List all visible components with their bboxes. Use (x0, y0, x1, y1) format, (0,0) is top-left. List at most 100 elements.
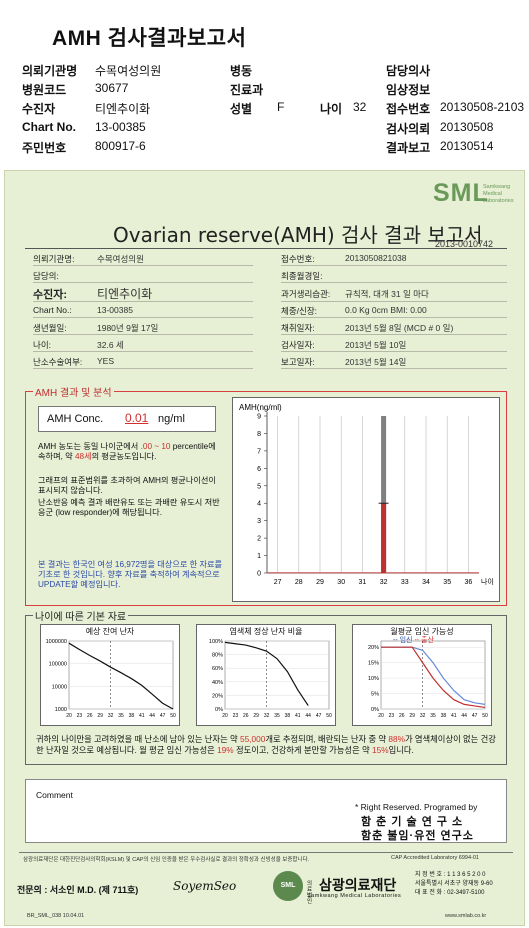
institution-value: 수목여성의원 (95, 64, 162, 78)
amh-x-tick: 30 (337, 579, 345, 586)
report-number: 2013-0010742 (435, 239, 494, 249)
institute-name-1: 함 춘 기 술 연 구 소 (361, 816, 464, 828)
age-label: 나이 (320, 102, 343, 116)
patient-label: 수진자 (22, 102, 56, 116)
r-report-label: 보고일자: (281, 357, 315, 367)
age-value: 32 (353, 100, 367, 114)
amh-y-tick: 2 (257, 536, 261, 543)
request-date-value: 20130508 (440, 120, 494, 134)
mini-x-tick: 38 (441, 713, 447, 719)
r-birth-label: 생년월일: (33, 323, 67, 333)
amh-y-tick: 6 (257, 466, 261, 473)
mini-plot-frame (380, 640, 486, 710)
amh-x-tick: 31 (359, 579, 367, 586)
chart-no-label: Chart No. (22, 120, 76, 134)
mini-x-tick: 26 (243, 713, 249, 719)
mini-x-tick: 47 (160, 713, 166, 719)
request-date-label: 검사의뢰 (386, 122, 431, 136)
remaining-eggs-title: 예상 잔여 난자 (85, 627, 135, 636)
remaining-eggs-chart: 예상 잔여 난자 1000000 100000 10000 1000 20 23 26 29 3… (40, 624, 180, 726)
amh-x-tick: 29 (316, 579, 324, 586)
r-receipt-label: 접수번호: (281, 254, 315, 264)
mini-x-tick: 50 (326, 713, 332, 719)
mini-x-tick: 41 (295, 713, 301, 719)
amh-range-note: 그래프의 표준범위를 초과하여 AMH의 평균나이선이 표시되지 않습니다. (38, 476, 216, 495)
mini-x-tick: 50 (482, 713, 488, 719)
r-report-value: 2013년 5월 14일 (345, 357, 407, 367)
normal-egg-ratio-title: 염색체 정상 난자 비율 (229, 627, 303, 636)
r-surgery-label: 난소수술여부: (33, 357, 83, 367)
r-test-label: 검사일자: (281, 340, 315, 350)
mini-x-tick: 23 (233, 713, 239, 719)
mini-y-tick: 100% (209, 639, 223, 645)
resident-no-value: 800917-6 (95, 139, 146, 153)
resident-no-label: 주민번호 (22, 141, 67, 155)
mini-x-tick: 20 (222, 713, 228, 719)
mini-x-tick: 26 (399, 713, 405, 719)
pregnancy-legend: -- 임신 -- 출산 (393, 637, 434, 644)
report-date-value: 20130514 (440, 139, 494, 153)
mini-x-tick: 29 (409, 713, 415, 719)
age-summary-text: 귀하의 나이만을 고려하였을 때 난소에 남아 있는 난자는 약 55,000개… (36, 734, 496, 755)
r-age-value: 32.6 세 (97, 340, 124, 350)
mini-x-tick: 44 (305, 713, 311, 719)
amh-age-chart: AMH(ng/ml) 27 28 29 30 31 32 33 34 35 36 0 1 2 3 4 5 6 7 8 9… (232, 397, 500, 602)
amh-conc-box: AMH Conc. 0.01 ng/ml (38, 406, 216, 432)
amh-y-label: AMH(ng/ml) (239, 403, 282, 412)
mini-y-tick: 40% (212, 680, 223, 686)
mini-series-line (381, 646, 486, 705)
foundation-prefix: 의료법인 (307, 881, 313, 905)
normal-egg-ratio-chart: 염색체 정상 난자 비율 0% 20% 40% 60% 80% 100% 20 23 26 29 3… (196, 624, 336, 726)
age-section-tag: 나이에 따른 기본 자료 (33, 608, 129, 623)
amh-x-label: 나이 (481, 577, 494, 586)
hospital-code-value: 30677 (95, 81, 129, 95)
r-menstrual-label: 과거생리습관: (281, 289, 331, 299)
institute-name-2: 함춘 불임·유전 연구소 (361, 830, 474, 842)
r-chart-label: Chart No.: (33, 305, 72, 315)
mini-x-tick: 41 (139, 713, 145, 719)
pregnancy-chance-chart: 월평균 임신 가능성 -- 임신 -- 출산 0% 5% 10% 15% 20% 20 23… (352, 624, 492, 726)
form-code: BR_SML_038 10.04.01 (27, 913, 85, 919)
foundation-name: 삼광의료재단 (319, 877, 397, 893)
amh-y-tick: 1 (257, 553, 261, 560)
amh-y-tick: 5 (257, 483, 261, 490)
r-surgery-value: YES (97, 356, 115, 366)
normal-egg-ratio-svg: 0% 20% 40% 60% 80% 100% 20 23 26 29 32 35 38 41 44 47 50 (209, 639, 332, 719)
amh-conc-unit: ng/ml (158, 413, 185, 425)
amh-x-tick: 35 (443, 579, 451, 586)
r-menstrual-value: 규칙적, 대개 31 일 마다 (345, 289, 429, 299)
mini-x-tick: 26 (87, 713, 93, 719)
foundation-en: Samkwang Medical Laboratories (307, 893, 402, 899)
receipt-no-value: 20130508-2103 (440, 100, 525, 114)
rights-text: * Right Reserved. Programed by (355, 802, 478, 812)
mini-y-tick: 100000 (49, 662, 67, 668)
patient-value: 티엔추이화 (95, 102, 151, 116)
r-chart-value: 13-00385 (97, 305, 133, 315)
mini-x-tick: 23 (77, 713, 83, 719)
mini-y-tick: 0% (215, 707, 223, 713)
site-url: www.smlab.co.kr (445, 913, 487, 919)
amh-y-tick: 9 (257, 414, 261, 421)
mini-x-tick: 38 (129, 713, 135, 719)
mini-x-tick: 35 (274, 713, 280, 719)
amh-y-tick: 4 (257, 501, 261, 508)
mini-y-tick: 15% (368, 661, 379, 667)
amh-x-tick: 33 (401, 579, 409, 586)
age-data-section: 예상 잔여 난자 1000000 100000 10000 1000 20 23 26 29 3… (25, 615, 507, 765)
pregnancy-chance-svg: 0% 5% 10% 15% 20% 20 23 26 29 32 35 38 41 44 47 50 (368, 640, 488, 719)
mini-x-tick: 32 (264, 713, 270, 719)
mini-x-tick: 23 (389, 713, 395, 719)
accreditation-note: 삼광의료재단은 대한진단검사의학회(KSLM) 및 CAP의 신임 인증을 받은… (23, 857, 310, 863)
institution-label: 의뢰기관명 (22, 64, 78, 78)
mini-y-tick: 1000 (55, 707, 67, 713)
mini-y-tick: 10000 (52, 684, 67, 690)
amh-data-source-note: 본 결과는 한국인 여성 16,972명을 대상으로 한 자료를 기초로 한 것… (38, 560, 223, 589)
amh-chart-svg: AMH(ng/ml)27 28 29 30 31 32 33 34 35 360123456789… (239, 403, 494, 586)
mini-x-tick: 38 (285, 713, 291, 719)
amh-conc-value: 0.01 (125, 411, 149, 425)
mini-series-line (224, 641, 309, 706)
mini-x-tick: 47 (316, 713, 322, 719)
r-patient-label: 수진자: (33, 289, 68, 301)
mini-x-tick: 20 (378, 713, 384, 719)
amh-y-tick: 7 (257, 448, 261, 455)
